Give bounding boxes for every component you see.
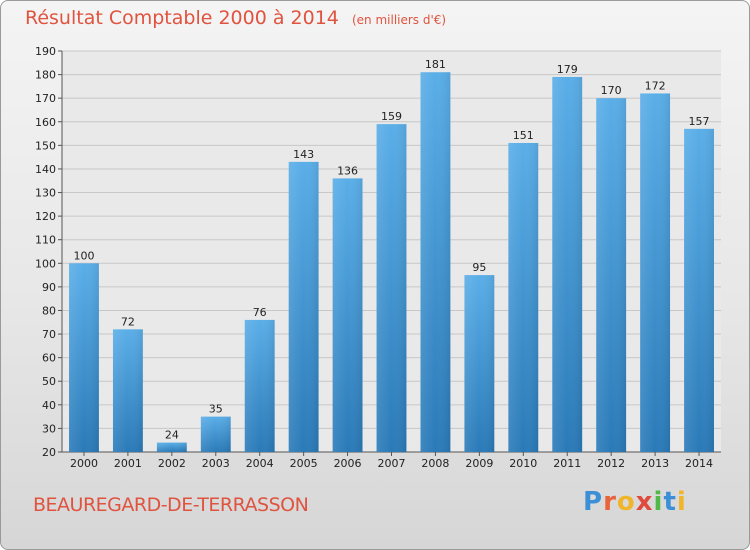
x-tick-label: 2009 bbox=[465, 457, 493, 470]
data-label: 143 bbox=[293, 148, 314, 161]
bar-shade bbox=[684, 128, 714, 452]
x-tick-label: 2008 bbox=[421, 457, 449, 470]
chart-title: Résultat Comptable 2000 à 2014 bbox=[25, 7, 339, 29]
x-tick-label: 2000 bbox=[70, 457, 98, 470]
bar-shade bbox=[464, 275, 495, 452]
brand-logo-letter: x bbox=[635, 487, 654, 517]
data-label: 95 bbox=[472, 261, 486, 274]
y-tick-label: 110 bbox=[35, 234, 56, 247]
y-tick-label: 80 bbox=[42, 304, 56, 317]
y-tick-label: 120 bbox=[35, 210, 56, 223]
bar-shade bbox=[288, 161, 319, 453]
data-label: 157 bbox=[689, 115, 710, 128]
bar-shade bbox=[376, 124, 407, 452]
x-tick-label: 2004 bbox=[246, 457, 274, 470]
x-tick-label: 2002 bbox=[158, 457, 186, 470]
data-label: 172 bbox=[645, 79, 666, 92]
y-tick-label: 160 bbox=[35, 116, 56, 129]
bar-shade bbox=[156, 442, 187, 452]
data-label: 24 bbox=[165, 429, 179, 442]
y-tick-label: 90 bbox=[42, 281, 56, 294]
brand-logo-letter: i bbox=[653, 487, 664, 517]
data-label: 170 bbox=[601, 84, 622, 97]
x-tick-label: 2003 bbox=[202, 457, 230, 470]
x-tick-label: 2007 bbox=[378, 457, 406, 470]
y-tick-label: 30 bbox=[42, 422, 56, 435]
data-label: 181 bbox=[425, 58, 446, 71]
y-tick-label: 100 bbox=[35, 257, 56, 270]
y-tick-label: 40 bbox=[42, 399, 56, 412]
x-tick-label: 2010 bbox=[509, 457, 537, 470]
data-label: 159 bbox=[381, 110, 402, 123]
bar-shade bbox=[69, 263, 99, 452]
data-label: 35 bbox=[209, 403, 223, 416]
data-label: 76 bbox=[253, 306, 267, 319]
title-row: Résultat Comptable 2000 à 2014 (en milli… bbox=[25, 7, 446, 29]
x-tick-label: 2006 bbox=[334, 457, 362, 470]
data-label: 179 bbox=[557, 63, 578, 76]
y-tick-label: 150 bbox=[35, 139, 56, 152]
commune-name: BEAUREGARD-DE-TERRASSON bbox=[33, 494, 309, 516]
x-tick-label: 2005 bbox=[290, 457, 318, 470]
bar-shade bbox=[420, 72, 451, 453]
bar-shade bbox=[596, 98, 627, 453]
bar-shade bbox=[640, 93, 671, 452]
bar-shade bbox=[552, 76, 583, 453]
label-layer: 100 72 24 35 76 143 136 159 181 95 151 179 170 172 157 bbox=[73, 58, 709, 441]
y-tick-label: 130 bbox=[35, 187, 56, 200]
x-tick-label: 2014 bbox=[685, 457, 713, 470]
y-tick-label: 170 bbox=[35, 92, 56, 105]
data-label: 136 bbox=[337, 164, 358, 177]
x-tick-label: 2011 bbox=[553, 457, 581, 470]
y-tick-label: 140 bbox=[35, 163, 56, 176]
x-tick-label: 2001 bbox=[114, 457, 142, 470]
bar-shade bbox=[332, 178, 363, 452]
data-label: 100 bbox=[73, 249, 94, 262]
y-tick-label: 60 bbox=[42, 352, 56, 365]
y-tick-label: 70 bbox=[42, 328, 56, 341]
x-tick-label: 2013 bbox=[641, 457, 669, 470]
bar-layer bbox=[69, 72, 714, 453]
data-label: 72 bbox=[121, 315, 135, 328]
x-tick-label: 2012 bbox=[597, 457, 625, 470]
brand-logo-letter: o bbox=[616, 487, 636, 517]
chart-subtitle: (en milliers d'€) bbox=[351, 13, 447, 27]
brand-logo-letter: r bbox=[603, 487, 617, 517]
brand-logo-letter: i bbox=[676, 487, 687, 517]
bar-shade bbox=[508, 142, 539, 452]
y-tick-label: 20 bbox=[42, 446, 56, 459]
data-label: 151 bbox=[513, 129, 534, 142]
brand-logo: Proxiti bbox=[583, 487, 687, 517]
y-tick-label: 190 bbox=[35, 45, 56, 58]
axis-layer: 20 30 40 50 60 70 80 90 100 110 120 130 140 150 160 170… bbox=[35, 45, 721, 470]
bar-shade bbox=[244, 319, 275, 452]
bar-shade bbox=[200, 416, 231, 452]
y-tick-label: 50 bbox=[42, 375, 56, 388]
y-tick-label: 180 bbox=[35, 69, 56, 82]
brand-logo-letter: P bbox=[583, 487, 604, 517]
brand-logo-letter: t bbox=[663, 487, 677, 517]
bar-shade bbox=[112, 329, 143, 452]
